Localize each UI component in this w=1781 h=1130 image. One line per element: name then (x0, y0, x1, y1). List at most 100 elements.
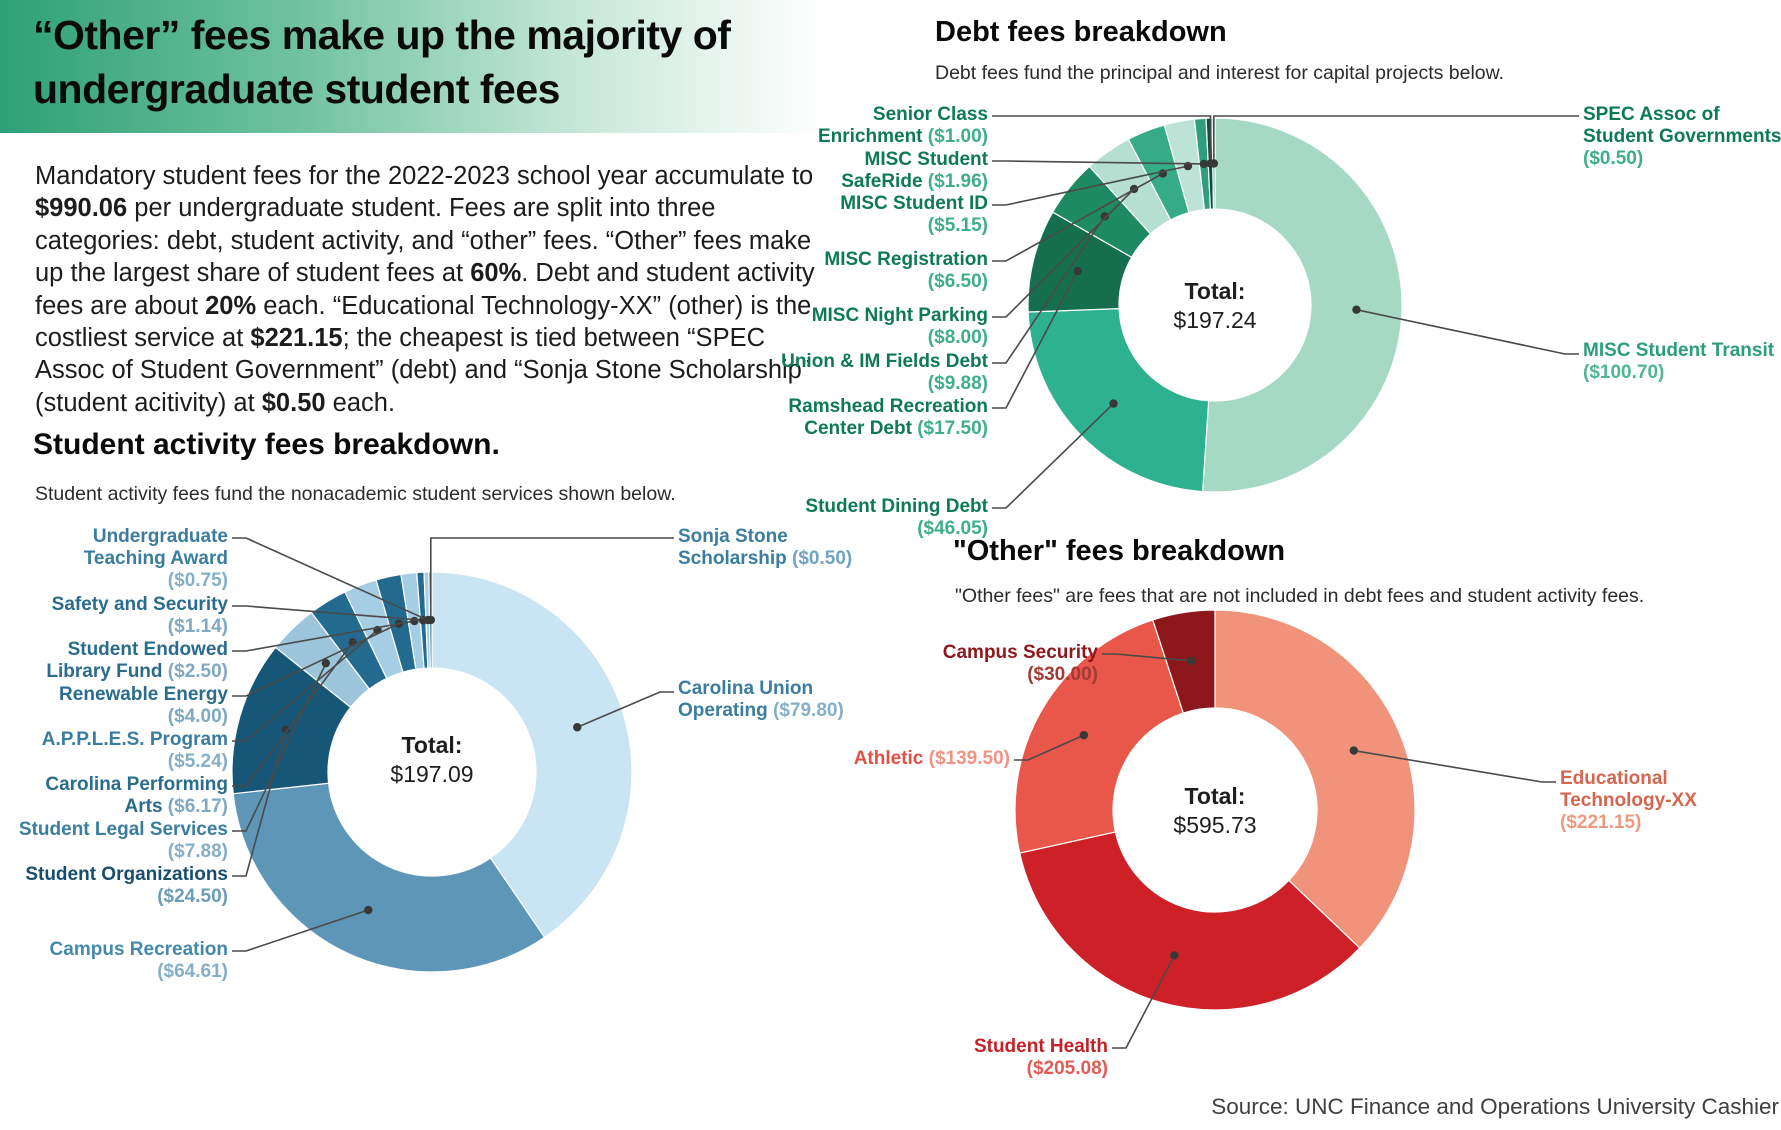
leader-line (992, 188, 1135, 318)
other-chart-subtitle: "Other fees" are fees that are not inclu… (955, 585, 1645, 607)
leader-line (1112, 955, 1176, 1049)
slice-name: Student Endowed (67, 639, 228, 660)
leader-line (232, 537, 429, 621)
debt-total-value: $197.24 (1173, 307, 1257, 333)
slice-label-other-2: Athletic ($139.50) (854, 748, 1010, 770)
slice-name: MISC Student (864, 149, 989, 170)
slice-value: ($0.50) (1583, 148, 1644, 169)
slice-name: Carolina Union (678, 678, 814, 699)
leader-dot (1209, 159, 1219, 168)
slice-value: ($9.88) (927, 373, 988, 394)
activity-total-value: $197.09 (390, 761, 474, 787)
slice-label-debt-6: MISC Student ID ($5.15) (840, 193, 988, 237)
leader-dot (321, 658, 331, 668)
donut-slice-other-2 (1014, 619, 1185, 854)
leader-dot (1079, 730, 1089, 740)
intro-text: each. (325, 388, 396, 417)
slice-label-activity-3: Student Legal Services ($7.88) (19, 819, 228, 863)
slice-label-activity-0: Carolina Union Operating ($79.80) (678, 678, 844, 722)
leader-line (992, 115, 1212, 164)
slice-value: ($1.00) (927, 126, 988, 147)
slice-value: ($17.50) (917, 418, 988, 439)
leader-line (992, 165, 1189, 206)
donut-slice-activity-0 (431, 571, 633, 939)
intro-bold-value: 20% (205, 291, 257, 320)
title-gradient-band (0, 0, 1060, 133)
leader-line (992, 403, 1115, 509)
leader-dot (1349, 746, 1359, 755)
slice-name: MISC Student ID (840, 193, 988, 214)
slice-value: ($5.15) (927, 215, 988, 236)
debt-total: Total: $197.24 (1105, 277, 1325, 335)
slice-label-other-1: Student Health ($205.08) (974, 1036, 1108, 1080)
leader-dot (410, 616, 419, 626)
other-chart-title: "Other" fees breakdown (953, 535, 1286, 567)
slice-name: Student Legal Services (18, 819, 228, 840)
slice-name: Arts (124, 796, 168, 817)
leader-line (992, 172, 1164, 262)
slice-value: ($6.17) (167, 796, 228, 817)
slice-name: Undergraduate (92, 526, 228, 547)
leader-line (1356, 308, 1579, 355)
slice-label-debt-0: MISC Student Transit ($100.70) (1583, 340, 1774, 384)
intro-text: per undergraduate student. Fees are spli… (35, 194, 812, 288)
activity-chart-title: Student activity fees breakdown. (33, 428, 500, 461)
leader-dot (1109, 399, 1118, 408)
leader-dot (281, 725, 291, 734)
slice-name: Student Health (973, 1036, 1108, 1057)
intro-text: . Debt and student activity fees are abo… (35, 259, 815, 320)
source-credit: Source: UNC Finance and Operations Unive… (1211, 1094, 1779, 1119)
leader-line (232, 605, 424, 622)
slice-name: Campus Recreation (49, 939, 228, 960)
slice-value: ($7.88) (167, 841, 228, 862)
leader-dot (1073, 267, 1082, 276)
slice-name: Center Debt (804, 418, 918, 439)
slice-label-debt-4: MISC Night Parking ($8.00) (812, 305, 988, 349)
slice-label-activity-8: Safety and Security ($1.14) (52, 594, 228, 638)
debt-donut (1027, 117, 1403, 493)
other-total-value: $595.73 (1173, 812, 1257, 838)
leader-line (992, 270, 1079, 409)
debt-total-label: Total: (1184, 278, 1246, 304)
slice-name: Sonja Stone (678, 526, 788, 547)
slice-label-debt-8: Senior Class Enrichment ($1.00) (818, 104, 988, 148)
slice-label-activity-9: Undergraduate Teaching Award ($0.75) (84, 526, 228, 592)
intro-bold-value: $221.15 (250, 323, 343, 352)
other-total: Total: $595.73 (1105, 782, 1325, 840)
slice-name: Union & IM Fields Debt (781, 351, 988, 372)
activity-total: Total: $197.09 (322, 731, 542, 789)
donut-slice-debt-0 (1201, 117, 1403, 493)
donut-slice-debt-1 (1027, 307, 1210, 493)
slice-value: ($6.50) (927, 271, 988, 292)
leader-line (429, 537, 674, 621)
leader-line (232, 622, 400, 697)
donut-slice-other-0 (1214, 609, 1416, 949)
slice-name: Enrichment (817, 126, 928, 147)
slice-value: ($221.15) (1560, 812, 1642, 833)
leader-line (576, 691, 674, 728)
leader-dot (1170, 951, 1179, 960)
leader-dot (426, 615, 435, 625)
slice-name: Safety and Security (51, 594, 228, 615)
leader-dot (1187, 656, 1196, 666)
activity-total-label: Total: (401, 732, 463, 758)
slice-name: Student Dining Debt (805, 496, 988, 517)
slice-name: Operating (678, 700, 774, 721)
slice-value: ($2.50) (167, 661, 228, 682)
leader-dot (364, 905, 373, 915)
leader-line (232, 729, 287, 877)
leader-dot (573, 723, 582, 732)
intro-bold-value: 60% (470, 259, 522, 288)
slice-value: ($1.96) (927, 171, 988, 192)
slice-value: ($4.00) (167, 706, 228, 727)
intro-bold-value: $0.50 (261, 388, 326, 417)
slice-name: Athletic (853, 748, 929, 769)
leader-line (232, 909, 369, 952)
slice-label-other-3: Campus Security ($30.00) (943, 642, 1098, 686)
donut-slice-other-3 (1152, 609, 1216, 714)
other-leaders (1014, 653, 1556, 1049)
slice-label-activity-1: Campus Recreation ($64.61) (50, 939, 228, 983)
slice-name: Scholarship (678, 548, 793, 569)
slice-value: ($64.61) (157, 961, 228, 982)
